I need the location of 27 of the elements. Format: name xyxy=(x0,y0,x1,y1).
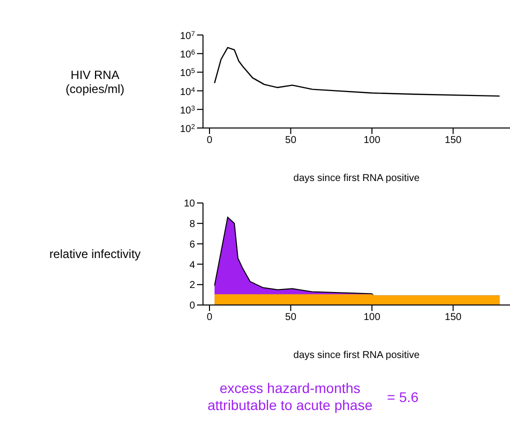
y-tick-label: 10$^{7}$ xyxy=(180,30,196,42)
x-tick-label: 100 xyxy=(364,312,381,324)
y-tick-label: 10 xyxy=(184,198,196,210)
y-tick-label: 10$^{5}$ xyxy=(180,68,196,80)
x-tick-label: 50 xyxy=(285,312,297,324)
text: = 5.6 xyxy=(387,389,419,405)
x-axis-title: days since first RNA positive xyxy=(293,350,420,361)
x-tick-label: 0 xyxy=(206,135,213,146)
y-tick-label: 10$^{3}$ xyxy=(180,104,196,116)
x-tick-label: 50 xyxy=(285,135,297,146)
y-tick-label: 6 xyxy=(189,239,196,250)
x-tick-label: 150 xyxy=(444,312,462,324)
y-tick-label: 10$^{6}$ xyxy=(180,49,196,61)
x-tick-label: 100 xyxy=(364,135,381,146)
text: excess hazard-months attributable to acute phase xyxy=(207,380,372,413)
y-axis-title: relative infectivity xyxy=(49,247,141,261)
y-tick-label: 10$^{2}$ xyxy=(180,124,196,135)
y-tick-label: 10$^{4}$ xyxy=(180,86,196,98)
x-tick-label: 150 xyxy=(444,135,462,146)
x-tick-label: 0 xyxy=(206,312,213,324)
y-tick-label: 8 xyxy=(189,218,196,230)
y-axis-title: HIV RNA (copies/ml) xyxy=(64,68,126,96)
y-tick-label: 0 xyxy=(189,300,196,312)
y-tick-label: 2 xyxy=(189,280,196,292)
line-series xyxy=(214,47,500,97)
y-tick-label: 4 xyxy=(189,260,196,271)
x-axis-title: days since first RNA positive xyxy=(293,173,420,184)
